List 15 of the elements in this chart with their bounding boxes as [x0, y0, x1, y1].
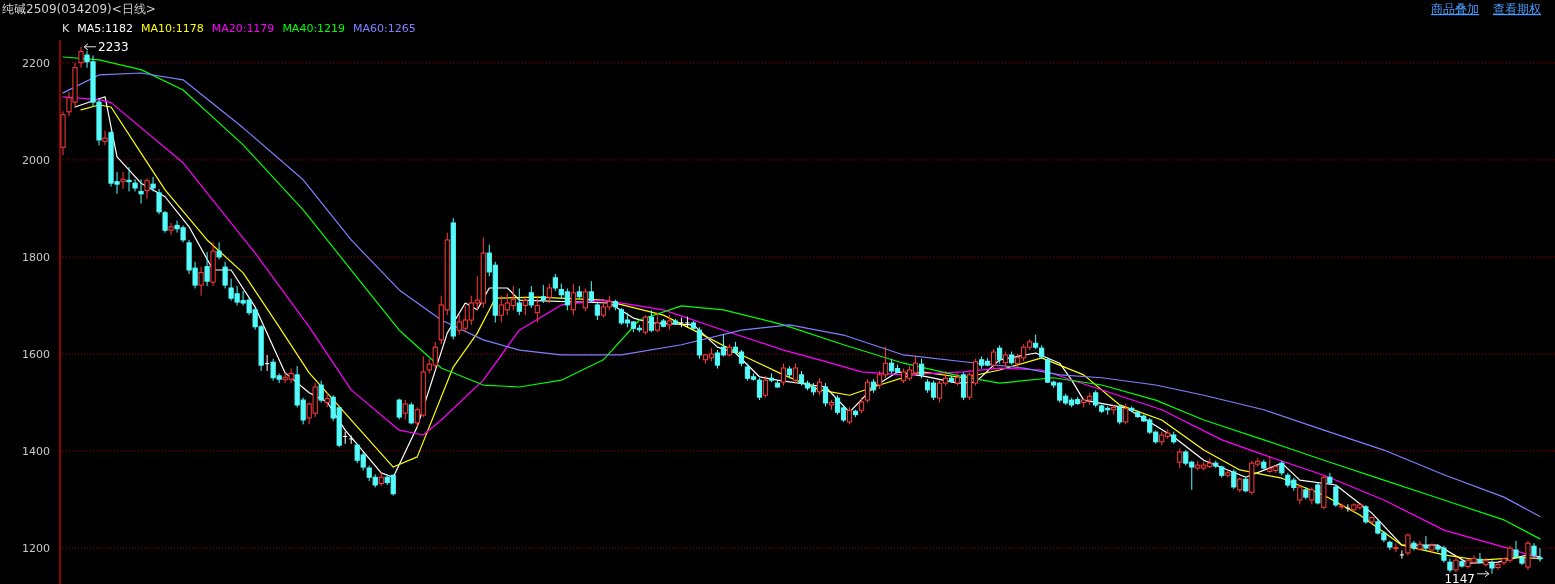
y-tick-label: 1200: [22, 542, 50, 556]
link: 商品叠加: [1431, 2, 1479, 16]
annotation: 1147: [1444, 570, 1490, 584]
y-tick-label: 1400: [22, 445, 50, 459]
annotation: 2233: [98, 39, 129, 54]
y-tick-label: 2200: [22, 56, 50, 70]
annotation: K: [62, 22, 70, 35]
annotation: 2233: [83, 39, 129, 54]
y-tick-label: 1800: [22, 250, 50, 264]
series-names: MA5:1182 MA10:1178 MA20:1179 MA40:1219 MA60:1265: [77, 22, 416, 35]
y-tick-label: 2000: [22, 153, 50, 167]
link: 查看期权: [1493, 2, 1541, 16]
annotation: 1147: [1444, 572, 1475, 584]
title: 纯碱2509(034209)<日线>: [2, 2, 156, 16]
y-tick-label: 1600: [22, 347, 50, 361]
